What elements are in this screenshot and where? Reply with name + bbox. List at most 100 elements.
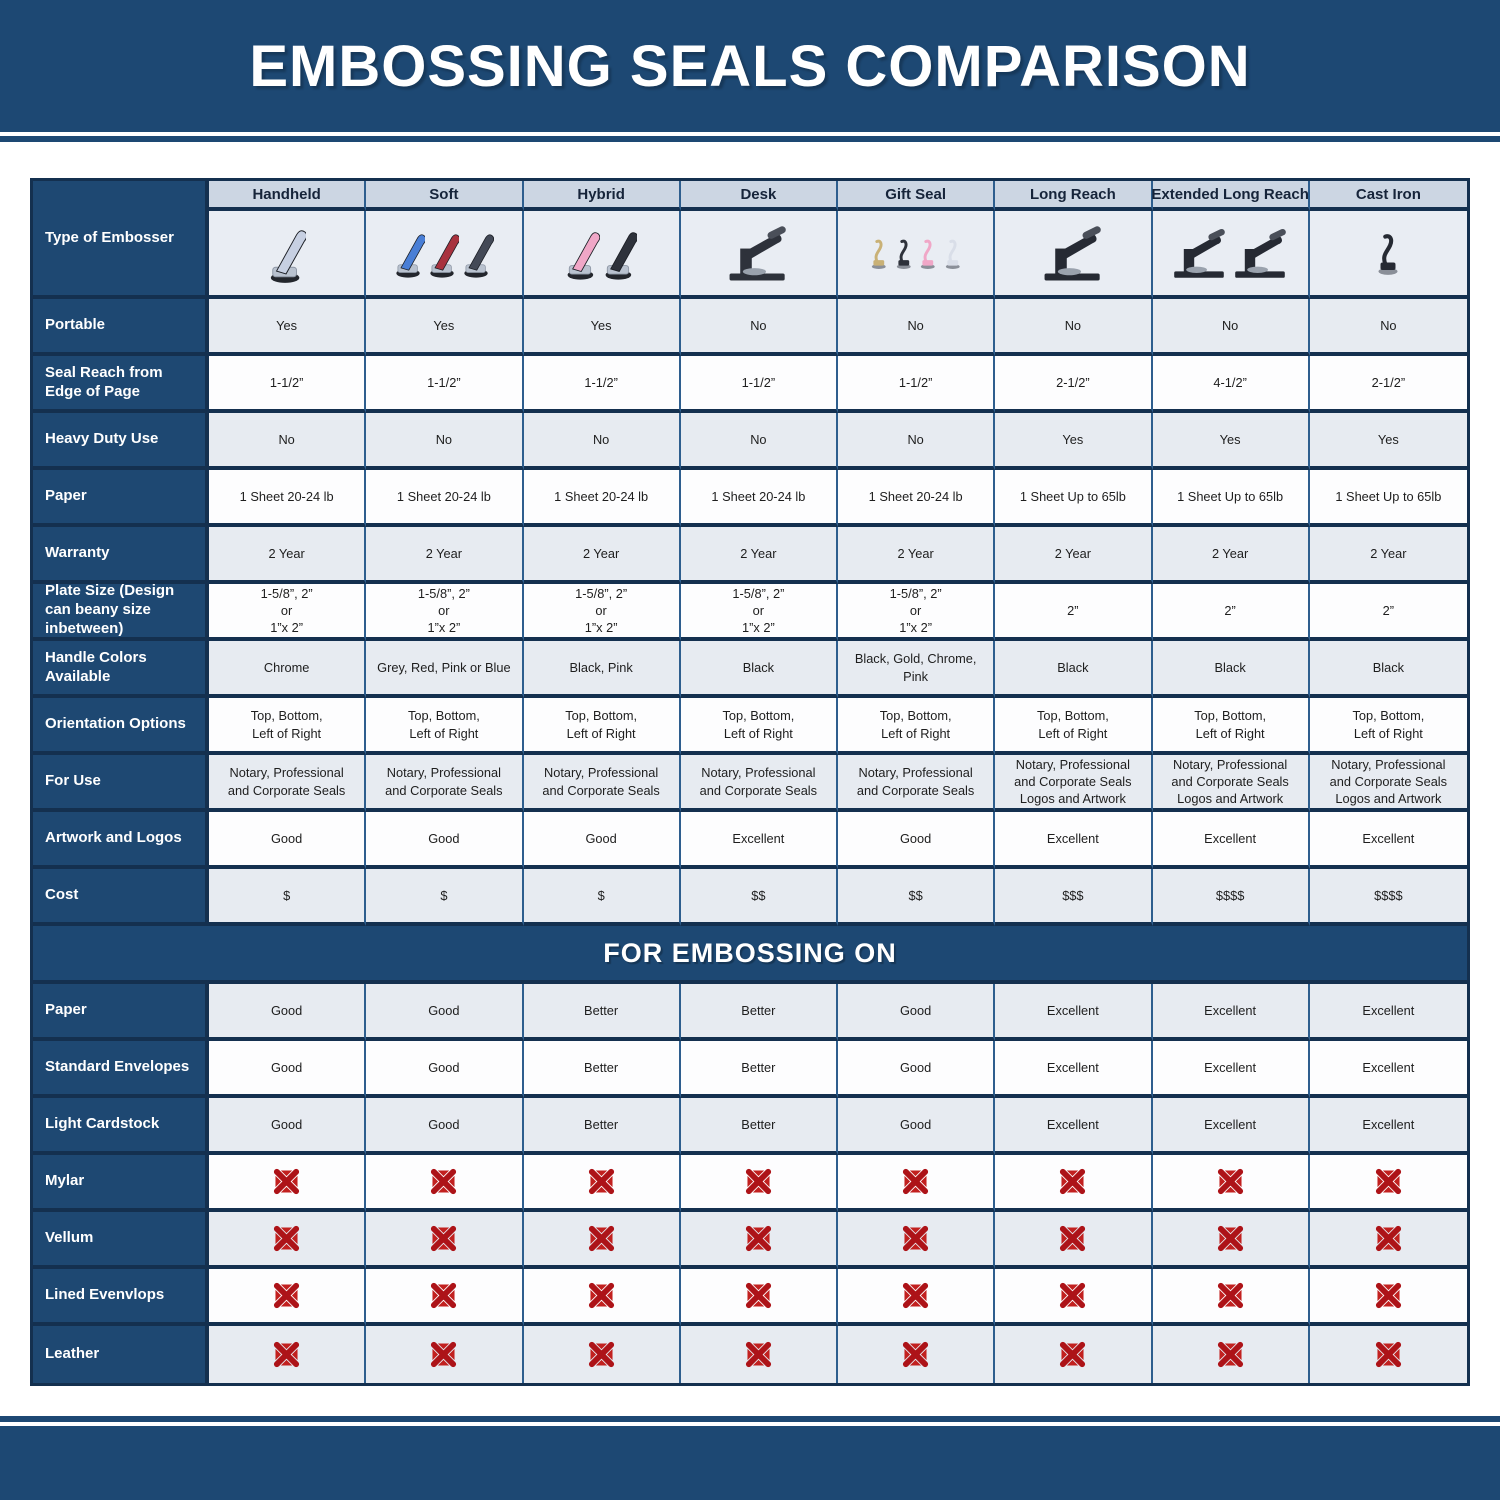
- value-cell: Top, Bottom, Left of Right: [1152, 698, 1310, 755]
- value-cell: Good: [209, 1041, 367, 1098]
- row-label-plate-size-design-can-beany-size-inbetween-: Plate Size (Design can beany size inbetw…: [33, 582, 209, 641]
- value-cell: 1 Sheet 20-24 lb: [838, 470, 996, 527]
- embosser-device-glyph: [1044, 226, 1101, 281]
- red-x-icon: [902, 1168, 929, 1195]
- value-cell: Good: [366, 984, 524, 1041]
- value-cell: 2 Year: [1309, 527, 1467, 584]
- value-cell: Good: [838, 812, 996, 869]
- value-cell: Notary, Professional and Corporate Seals: [209, 755, 367, 812]
- gift-seal-embosser-icon: [838, 211, 996, 299]
- value-cell: Top, Bottom, Left of Right: [209, 698, 367, 755]
- value-cell: Good: [209, 812, 367, 869]
- row-label-cost: Cost: [33, 869, 209, 926]
- value-cell: 1-1/2”: [209, 356, 367, 413]
- value-cell: 1 Sheet 20-24 lb: [366, 470, 524, 527]
- row-label-heavy-duty-use: Heavy Duty Use: [33, 413, 209, 470]
- value-cell: Excellent: [1309, 1041, 1467, 1098]
- value-cell: 1 Sheet Up to 65lb: [995, 470, 1153, 527]
- row-label-warranty: Warranty: [33, 527, 209, 584]
- value-cell: No: [838, 413, 996, 470]
- value-cell: 2”: [1152, 584, 1310, 641]
- value-cell: Excellent: [1309, 1098, 1467, 1155]
- red-x-icon: [1375, 1341, 1402, 1368]
- value-cell: No: [209, 413, 367, 470]
- value-cell: 1 Sheet Up to 65lb: [1309, 470, 1467, 527]
- value-cell: Black: [1309, 641, 1467, 698]
- value-cell: Yes: [1152, 413, 1310, 470]
- red-x-icon: [745, 1225, 772, 1252]
- section-band-for-embossing-on: FOR EMBOSSING ON: [33, 926, 1467, 984]
- red-x-icon: [588, 1282, 615, 1309]
- value-cell: Notary, Professional and Corporate Seals…: [1309, 755, 1467, 812]
- value-cell: 1-1/2”: [523, 356, 681, 413]
- value-cell: [209, 1326, 367, 1383]
- red-x-icon: [1375, 1225, 1402, 1252]
- value-cell: [1152, 1212, 1310, 1269]
- value-cell: Black, Pink: [523, 641, 681, 698]
- value-cell: [1309, 1326, 1467, 1383]
- value-cell: Top, Bottom, Left of Right: [838, 698, 996, 755]
- value-cell: Better: [523, 1098, 681, 1155]
- value-cell: Excellent: [995, 1098, 1153, 1155]
- value-cell: 2 Year: [838, 527, 996, 584]
- red-x-icon: [1217, 1282, 1244, 1309]
- divider-line: [0, 1416, 1500, 1422]
- row-label-for-use: For Use: [33, 755, 209, 812]
- value-cell: $: [523, 869, 681, 926]
- value-cell: Black: [1152, 641, 1310, 698]
- value-cell: 1-1/2”: [366, 356, 524, 413]
- value-cell: 2”: [1309, 584, 1467, 641]
- row-label-artwork-and-logos: Artwork and Logos: [33, 812, 209, 869]
- embosser-device-glyph: [270, 230, 306, 283]
- value-cell: [1309, 1212, 1467, 1269]
- row-label-lined-evenvlops: Lined Evenvlops: [33, 1269, 209, 1326]
- row-label-light-cardstock: Light Cardstock: [33, 1098, 209, 1155]
- value-cell: No: [995, 299, 1153, 356]
- desk-embosser-icon: [680, 211, 838, 299]
- value-cell: No: [838, 299, 996, 356]
- value-cell: Notary, Professional and Corporate Seals…: [995, 755, 1153, 812]
- red-x-icon: [902, 1225, 929, 1252]
- embosser-device-glyph: [921, 239, 935, 269]
- red-x-icon: [1059, 1168, 1086, 1195]
- value-cell: $$: [838, 869, 996, 926]
- red-x-icon: [1217, 1341, 1244, 1368]
- value-cell: [366, 1269, 524, 1326]
- value-cell: No: [1152, 299, 1310, 356]
- value-cell: $$$$: [1309, 869, 1467, 926]
- value-cell: 1-5/8”, 2” or 1”x 2”: [680, 584, 838, 641]
- value-cell: Grey, Red, Pink or Blue: [366, 641, 524, 698]
- column-header-extended-long-reach: Extended Long Reach: [1151, 181, 1310, 211]
- column-header-soft: Soft: [366, 181, 524, 211]
- value-cell: Good: [366, 1041, 524, 1098]
- row-label-paper: Paper: [33, 984, 209, 1041]
- spacer: [0, 142, 1500, 178]
- value-cell: [523, 1212, 681, 1269]
- value-cell: Notary, Professional and Corporate Seals: [523, 755, 681, 812]
- value-cell: Black, Gold, Chrome, Pink: [838, 641, 996, 698]
- value-cell: [209, 1269, 367, 1326]
- extended-long-reach-embosser-icon: [1152, 211, 1310, 299]
- value-cell: Yes: [366, 299, 524, 356]
- row-label-vellum: Vellum: [33, 1212, 209, 1269]
- embosser-device-glyph: [871, 239, 886, 269]
- value-cell: [209, 1212, 367, 1269]
- hybrid-embosser-icon: [523, 211, 681, 299]
- value-cell: [1309, 1155, 1467, 1212]
- value-cell: Excellent: [1152, 984, 1310, 1041]
- value-cell: No: [366, 413, 524, 470]
- title-band: EMBOSSING SEALS COMPARISON: [0, 0, 1500, 132]
- value-cell: Good: [523, 812, 681, 869]
- value-cell: [995, 1212, 1153, 1269]
- column-header-hybrid: Hybrid: [523, 181, 681, 211]
- value-cell: Better: [523, 1041, 681, 1098]
- red-x-icon: [745, 1168, 772, 1195]
- value-cell: [523, 1326, 681, 1383]
- value-cell: 1-5/8”, 2” or 1”x 2”: [838, 584, 996, 641]
- embosser-device-glyph: [1378, 234, 1398, 275]
- value-cell: $: [366, 869, 524, 926]
- corner-label-type-of-embosser: Type of Embosser: [33, 181, 209, 299]
- value-cell: 1-1/2”: [838, 356, 996, 413]
- value-cell: Excellent: [1152, 1098, 1310, 1155]
- value-cell: Good: [366, 1098, 524, 1155]
